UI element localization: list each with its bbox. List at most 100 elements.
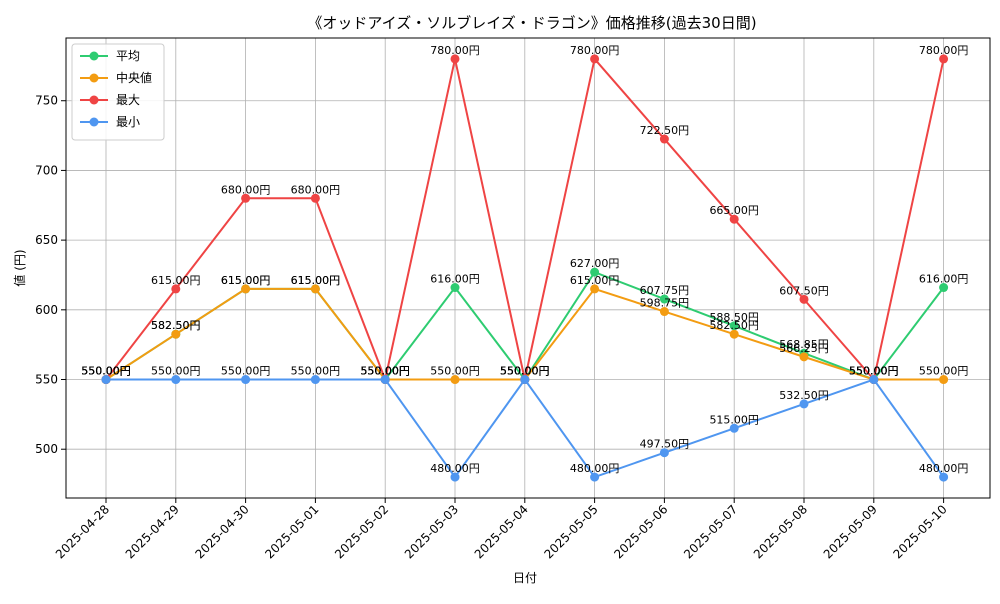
data-label: 550.00円 [360, 365, 410, 378]
data-label: 550.00円 [500, 365, 550, 378]
data-label: 550.00円 [500, 365, 550, 378]
data-label: 568.85円 [779, 338, 829, 351]
data-label: 680.00円 [291, 183, 341, 196]
data-label: 480.00円 [570, 462, 620, 475]
data-label: 480.00円 [430, 462, 480, 475]
x-tick-label: 2025-05-06 [611, 502, 670, 561]
data-point [729, 214, 739, 224]
data-label: 615.00円 [221, 274, 271, 287]
x-tick-label: 2025-05-05 [542, 502, 601, 561]
data-point [450, 472, 460, 482]
data-point [939, 54, 949, 64]
y-tick-label: 500 [35, 442, 58, 456]
data-label: 615.00円 [291, 274, 341, 287]
data-point [590, 472, 600, 482]
data-label: 616.00円 [919, 273, 969, 286]
data-point [799, 352, 809, 362]
plot-area-frame [65, 37, 991, 499]
data-point [659, 307, 669, 317]
x-tick-label: 2025-05-03 [402, 502, 461, 561]
y-tick-label: 750 [35, 94, 58, 108]
x-tick-label: 2025-05-04 [472, 502, 531, 561]
x-tick-label: 2025-04-29 [123, 502, 182, 561]
data-label: 550.00円 [151, 365, 201, 378]
data-label: 615.00円 [151, 274, 201, 287]
legend-swatch-marker [89, 95, 99, 105]
legend-label: 中央値 [116, 70, 152, 85]
data-label: 550.00円 [849, 365, 899, 378]
data-point [590, 284, 600, 294]
data-point [380, 375, 390, 385]
legend-swatch-marker [89, 73, 99, 83]
data-point [590, 267, 600, 277]
data-point [659, 134, 669, 144]
data-label: 566.25円 [779, 342, 829, 355]
data-label: 550.00円 [919, 365, 969, 378]
y-tick-label: 600 [35, 303, 58, 317]
data-label: 550.00円 [849, 365, 899, 378]
data-label: 722.50円 [640, 124, 690, 137]
data-label: 550.00円 [360, 365, 410, 378]
data-label: 550.00円 [81, 365, 131, 378]
data-point [939, 472, 949, 482]
y-tick-label: 550 [35, 373, 58, 387]
data-label: 515.00円 [709, 413, 759, 426]
data-label: 582.50円 [709, 319, 759, 332]
data-label: 550.00円 [360, 365, 410, 378]
data-point [729, 329, 739, 339]
data-label: 607.75円 [640, 284, 690, 297]
data-point [799, 399, 809, 409]
legend-label: 最大 [116, 93, 140, 107]
data-label: 588.50円 [709, 311, 759, 324]
data-label: 615.00円 [291, 274, 341, 287]
data-label: 480.00円 [919, 462, 969, 475]
data-point [659, 448, 669, 458]
data-label: 780.00円 [919, 44, 969, 57]
x-tick-label: 2025-04-28 [53, 502, 112, 561]
data-label: 665.00円 [709, 204, 759, 217]
data-label: 550.00円 [849, 365, 899, 378]
legend-swatch-marker [89, 51, 99, 61]
legend-box [71, 43, 165, 141]
data-label: 627.00円 [570, 257, 620, 270]
data-point [310, 284, 320, 294]
legend-label: 平均 [116, 49, 140, 63]
data-point [171, 329, 181, 339]
data-label: 532.50円 [779, 389, 829, 402]
x-tick-label: 2025-05-10 [891, 502, 950, 561]
data-label: 550.00円 [81, 365, 131, 378]
data-label: 550.00円 [291, 365, 341, 378]
data-point [241, 193, 251, 203]
data-label: 616.00円 [430, 273, 480, 286]
data-label: 615.00円 [570, 274, 620, 287]
data-label: 615.00円 [221, 274, 271, 287]
data-label: 550.00円 [81, 365, 131, 378]
data-point [101, 375, 111, 385]
x-tick-label: 2025-05-01 [262, 502, 321, 561]
data-label: 582.50円 [151, 319, 201, 332]
chart-title: 《オッドアイズ・ソルブレイズ・ドラゴン》価格推移(過去30日間) [307, 14, 756, 32]
data-label: 550.00円 [221, 365, 271, 378]
y-tick-label: 700 [35, 163, 58, 177]
legend-swatch-marker [89, 117, 99, 127]
data-label: 598.75円 [640, 297, 690, 310]
data-point [799, 294, 809, 304]
data-label: 497.50円 [640, 438, 690, 451]
data-point [171, 375, 181, 385]
data-label: 550.00円 [849, 365, 899, 378]
data-label: 550.00円 [430, 365, 480, 378]
data-point [590, 54, 600, 64]
data-point [241, 375, 251, 385]
data-label: 680.00円 [221, 183, 271, 196]
data-point [310, 375, 320, 385]
grid [66, 38, 990, 498]
data-label: 550.00円 [360, 365, 410, 378]
x-tick-label: 2025-05-09 [821, 502, 880, 561]
data-point [939, 283, 949, 293]
y-axis-title: 値 (円) [12, 249, 27, 286]
data-label: 550.00円 [500, 365, 550, 378]
data-point [450, 283, 460, 293]
data-point [939, 375, 949, 385]
